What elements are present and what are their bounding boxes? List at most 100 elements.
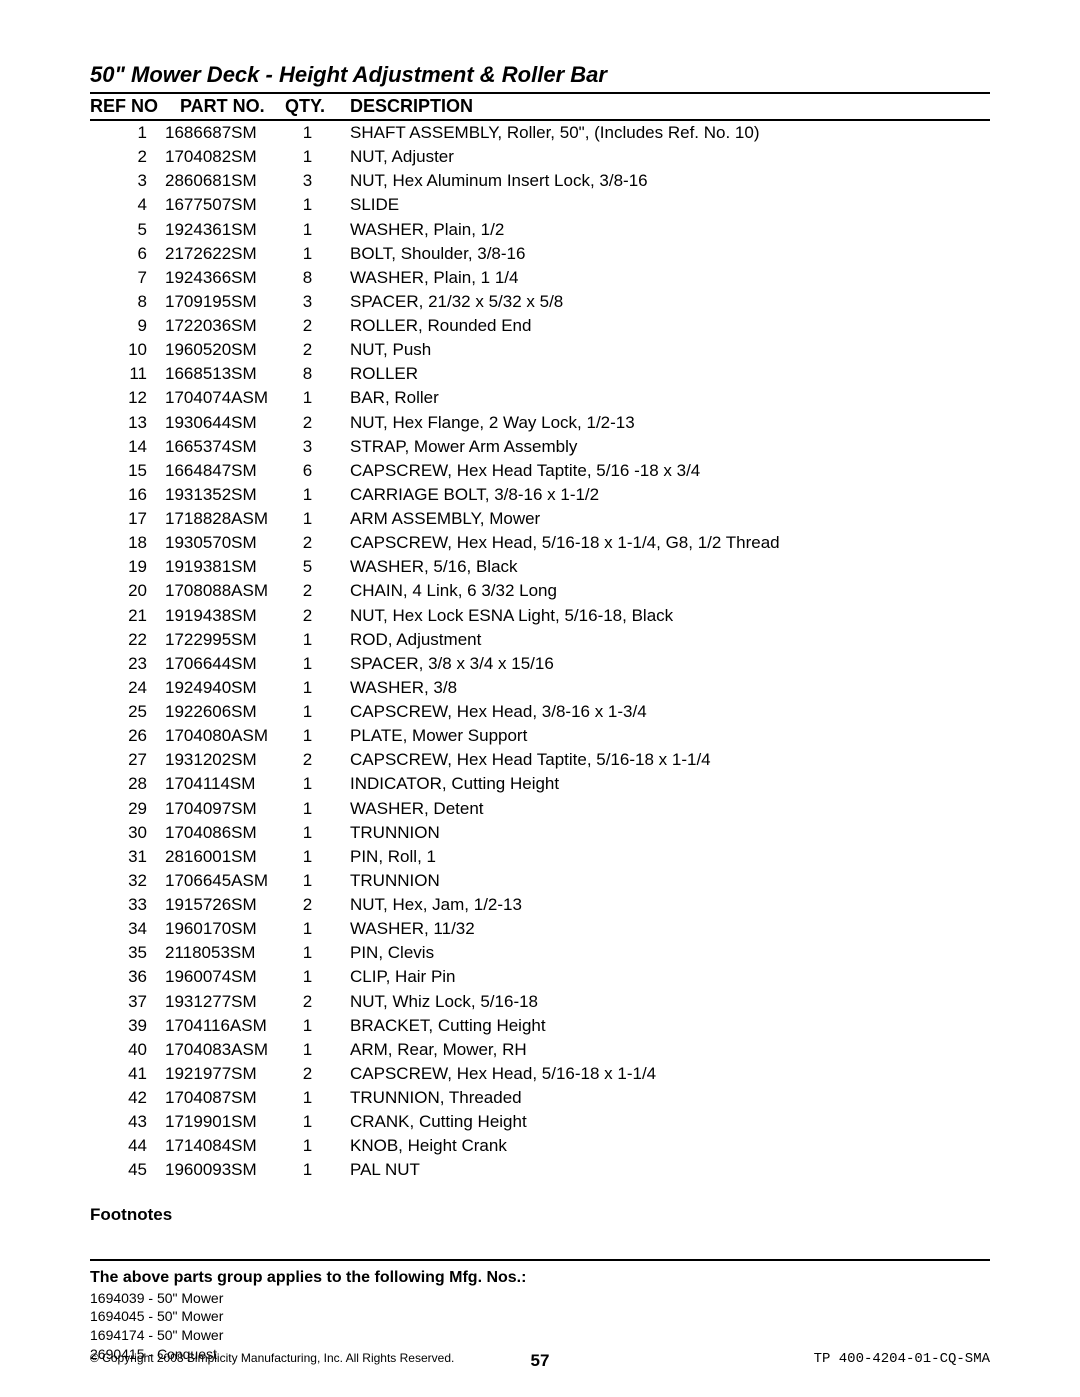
separator [90, 1259, 990, 1261]
cell-qty: 1 [285, 676, 340, 700]
table-row: 281704114SM1INDICATOR, Cutting Height [90, 772, 990, 796]
cell-part: 1922606SM [165, 700, 285, 724]
cell-ref: 24 [90, 676, 165, 700]
footnotes-heading: Footnotes [90, 1205, 990, 1225]
cell-qty: 1 [285, 145, 340, 169]
cell-ref: 32 [90, 869, 165, 893]
cell-ref: 26 [90, 724, 165, 748]
cell-ref: 28 [90, 772, 165, 796]
cell-part: 1919438SM [165, 604, 285, 628]
cell-part: 1960093SM [165, 1158, 285, 1182]
table-row: 11686687SM1SHAFT ASSEMBLY, Roller, 50", … [90, 121, 990, 145]
cell-desc: NUT, Whiz Lock, 5/16-18 [340, 990, 990, 1014]
cell-part: 2816001SM [165, 845, 285, 869]
cell-desc: NUT, Adjuster [340, 145, 990, 169]
cell-ref: 14 [90, 435, 165, 459]
cell-part: 1718828ASM [165, 507, 285, 531]
cell-part: 1704087SM [165, 1086, 285, 1110]
cell-ref: 34 [90, 917, 165, 941]
table-row: 341960170SM1WASHER, 11/32 [90, 917, 990, 941]
cell-qty: 2 [285, 338, 340, 362]
cell-qty: 3 [285, 169, 340, 193]
table-row: 431719901SM1CRANK, Cutting Height [90, 1110, 990, 1134]
cell-qty: 1 [285, 1038, 340, 1062]
cell-desc: NUT, Hex, Jam, 1/2-13 [340, 893, 990, 917]
footer-doc-id: TP 400-4204-01-CQ-SMA [814, 1351, 990, 1367]
cell-ref: 22 [90, 628, 165, 652]
cell-desc: BRACKET, Cutting Height [340, 1014, 990, 1038]
table-header: REF NO PART NO. QTY. DESCRIPTION [90, 92, 990, 121]
cell-qty: 1 [285, 917, 340, 941]
cell-desc: ROLLER, Rounded End [340, 314, 990, 338]
table-row: 451960093SM1PAL NUT [90, 1158, 990, 1182]
cell-part: 2172622SM [165, 242, 285, 266]
col-header-desc: DESCRIPTION [345, 96, 990, 117]
cell-qty: 1 [285, 193, 340, 217]
cell-part: 1665374SM [165, 435, 285, 459]
cell-desc: TRUNNION, Threaded [340, 1086, 990, 1110]
cell-part: 1704080ASM [165, 724, 285, 748]
cell-qty: 1 [285, 1134, 340, 1158]
cell-part: 1704114SM [165, 772, 285, 796]
cell-qty: 1 [285, 941, 340, 965]
table-row: 352118053SM1PIN, Clevis [90, 941, 990, 965]
cell-part: 1924366SM [165, 266, 285, 290]
cell-part: 1704097SM [165, 797, 285, 821]
cell-qty: 1 [285, 797, 340, 821]
cell-desc: CAPSCREW, Hex Head, 5/16-18 x 1-1/4 [340, 1062, 990, 1086]
cell-ref: 35 [90, 941, 165, 965]
cell-qty: 6 [285, 459, 340, 483]
cell-ref: 3 [90, 169, 165, 193]
cell-qty: 3 [285, 290, 340, 314]
table-row: 111668513SM8ROLLER [90, 362, 990, 386]
table-row: 151664847SM6CAPSCREW, Hex Head Taptite, … [90, 459, 990, 483]
table-row: 191919381SM5WASHER, 5/16, Black [90, 555, 990, 579]
cell-qty: 1 [285, 1158, 340, 1182]
cell-qty: 2 [285, 579, 340, 603]
cell-ref: 45 [90, 1158, 165, 1182]
cell-ref: 21 [90, 604, 165, 628]
cell-desc: NUT, Hex Aluminum Insert Lock, 3/8-16 [340, 169, 990, 193]
section-title: 50" Mower Deck - Height Adjustment & Rol… [90, 62, 990, 88]
page: 50" Mower Deck - Height Adjustment & Rol… [0, 0, 1080, 1397]
cell-qty: 3 [285, 435, 340, 459]
cell-desc: PIN, Roll, 1 [340, 845, 990, 869]
table-row: 261704080ASM1PLATE, Mower Support [90, 724, 990, 748]
cell-ref: 31 [90, 845, 165, 869]
cell-qty: 2 [285, 604, 340, 628]
table-row: 181930570SM2CAPSCREW, Hex Head, 5/16-18 … [90, 531, 990, 555]
table-row: 371931277SM2NUT, Whiz Lock, 5/16-18 [90, 990, 990, 1014]
cell-ref: 33 [90, 893, 165, 917]
cell-ref: 18 [90, 531, 165, 555]
cell-ref: 13 [90, 411, 165, 435]
cell-desc: CAPSCREW, Hex Head Taptite, 5/16 -18 x 3… [340, 459, 990, 483]
cell-desc: ROD, Adjustment [340, 628, 990, 652]
cell-desc: CLIP, Hair Pin [340, 965, 990, 989]
cell-qty: 1 [285, 700, 340, 724]
cell-ref: 37 [90, 990, 165, 1014]
cell-desc: WASHER, 11/32 [340, 917, 990, 941]
mfg-item: 1694045 - 50" Mower [90, 1307, 990, 1326]
cell-desc: TRUNNION [340, 821, 990, 845]
applies-heading: The above parts group applies to the fol… [90, 1269, 990, 1287]
cell-desc: BOLT, Shoulder, 3/8-16 [340, 242, 990, 266]
cell-qty: 1 [285, 242, 340, 266]
cell-part: 1960520SM [165, 338, 285, 362]
cell-qty: 2 [285, 1062, 340, 1086]
table-row: 141665374SM3STRAP, Mower Arm Assembly [90, 435, 990, 459]
cell-qty: 1 [285, 772, 340, 796]
cell-ref: 17 [90, 507, 165, 531]
table-row: 81709195SM3SPACER, 21/32 x 5/32 x 5/8 [90, 290, 990, 314]
table-row: 51924361SM1WASHER, Plain, 1/2 [90, 218, 990, 242]
cell-qty: 5 [285, 555, 340, 579]
cell-part: 1930644SM [165, 411, 285, 435]
cell-desc: PIN, Clevis [340, 941, 990, 965]
table-row: 161931352SM1CARRIAGE BOLT, 3/8-16 x 1-1/… [90, 483, 990, 507]
cell-desc: WASHER, Detent [340, 797, 990, 821]
cell-desc: CHAIN, 4 Link, 6 3/32 Long [340, 579, 990, 603]
cell-ref: 20 [90, 579, 165, 603]
cell-desc: SPACER, 3/8 x 3/4 x 15/16 [340, 652, 990, 676]
cell-desc: ARM, Rear, Mower, RH [340, 1038, 990, 1062]
cell-part: 1722036SM [165, 314, 285, 338]
cell-part: 1706644SM [165, 652, 285, 676]
